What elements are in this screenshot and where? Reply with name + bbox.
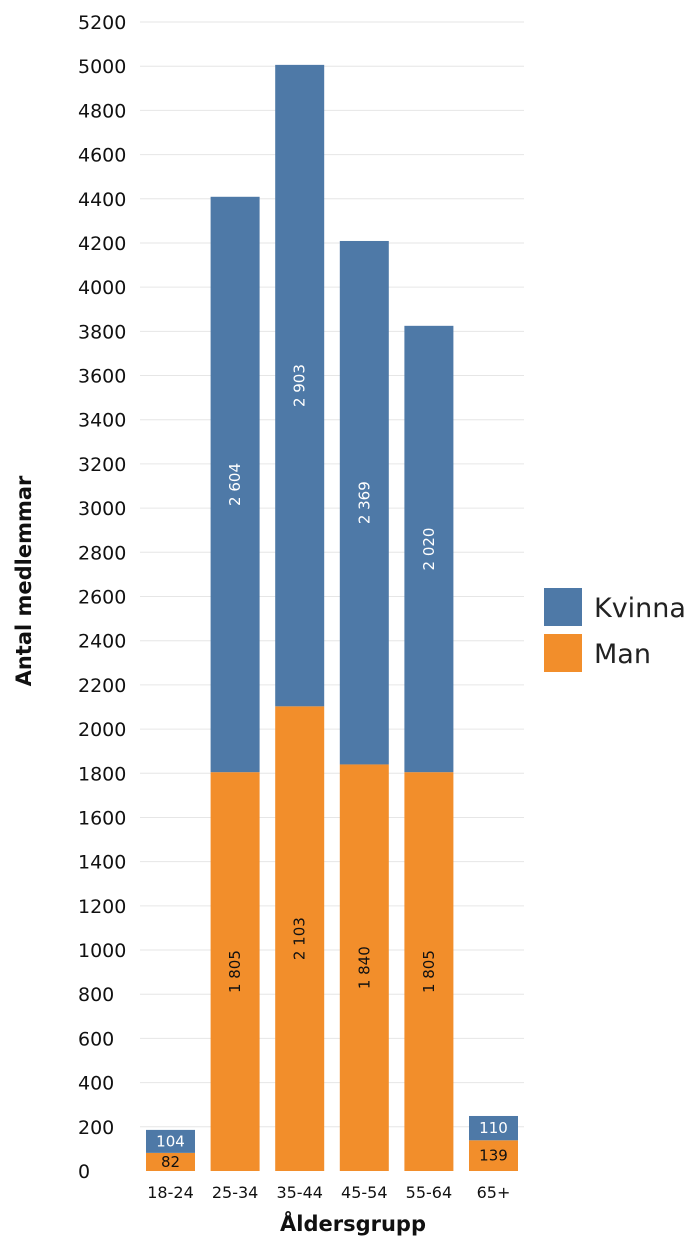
bar-segment	[210, 196, 260, 773]
y-axis-title: Antal medlemmar	[12, 475, 36, 686]
bar-value-label: 2 369	[355, 481, 373, 524]
bar-segment	[339, 764, 389, 1171]
y-tick-label: 2000	[78, 719, 126, 741]
bar-segment	[404, 325, 454, 773]
bar-segment	[146, 1129, 195, 1153]
y-tick-label: 2600	[78, 587, 126, 609]
bar-segment	[469, 1115, 518, 1141]
bar-segment	[146, 1152, 195, 1171]
y-tick-label: 4400	[78, 189, 126, 211]
y-axis-ticks: 0 200 400 600 800 1000 1200 1400 1600 1800 2000 220…	[78, 12, 126, 1183]
bar-segment	[275, 706, 325, 1171]
y-tick-label: 2800	[78, 542, 126, 564]
y-tick-label: 4800	[78, 100, 126, 122]
y-tick-label: 1200	[78, 896, 126, 918]
x-tick-label: 25-34	[212, 1183, 259, 1202]
y-tick-label: 2200	[78, 675, 126, 697]
bars: 82 104 1 805 2 604 2 103 2 903 1 840 2 369 1 805…	[146, 64, 518, 1171]
bar-value-label: 1 805	[226, 950, 244, 993]
y-tick-label: 1600	[78, 807, 126, 829]
y-tick-label: 600	[78, 1028, 114, 1050]
bar-segment	[339, 240, 389, 765]
y-tick-label: 4600	[78, 145, 126, 167]
bar-value-label: 82	[161, 1153, 180, 1171]
x-tick-label: 45-54	[341, 1183, 388, 1202]
x-tick-label: 55-64	[406, 1183, 453, 1202]
x-tick-label: 35-44	[276, 1183, 323, 1202]
bar-value-label: 104	[156, 1132, 185, 1150]
y-tick-label: 3800	[78, 321, 126, 343]
y-tick-label: 0	[78, 1161, 90, 1183]
y-tick-label: 400	[78, 1073, 114, 1095]
y-tick-label: 200	[78, 1117, 114, 1139]
bar-value-label: 139	[479, 1147, 508, 1165]
y-tick-label: 3200	[78, 454, 126, 476]
y-tick-label: 4000	[78, 277, 126, 299]
x-tick-label: 18-24	[147, 1183, 194, 1202]
bar-value-label: 1 805	[420, 950, 438, 993]
bar-value-label: 2 020	[420, 528, 438, 571]
y-tick-label: 4200	[78, 233, 126, 255]
legend-label: Man	[594, 639, 651, 670]
x-axis-ticks: 18-24 25-34 35-44 45-54 55-64 65+	[147, 1183, 510, 1202]
legend: Kvinna Man	[544, 588, 686, 672]
y-tick-label: 800	[78, 984, 114, 1006]
bar-value-label: 2 604	[226, 463, 244, 506]
y-tick-label: 3400	[78, 410, 126, 432]
y-tick-label: 1800	[78, 763, 126, 785]
y-tick-label: 5000	[78, 56, 126, 78]
y-tick-label: 3600	[78, 366, 126, 388]
bar-segment	[469, 1140, 518, 1171]
legend-label: Kvinna	[594, 593, 686, 624]
bar-value-label: 2 903	[291, 364, 309, 407]
x-tick-label: 65+	[477, 1183, 511, 1202]
bar-value-label: 1 840	[355, 946, 373, 989]
legend-swatch	[544, 588, 582, 626]
bar-segment	[210, 772, 260, 1171]
y-tick-label: 5200	[78, 12, 126, 34]
y-tick-label: 3000	[78, 498, 126, 520]
legend-swatch	[544, 634, 582, 672]
y-tick-label: 1000	[78, 940, 126, 962]
y-tick-label: 2400	[78, 631, 126, 653]
gridlines	[140, 21, 524, 1128]
bar-value-label: 110	[479, 1119, 508, 1137]
bar-value-label: 2 103	[291, 917, 309, 960]
y-tick-label: 1400	[78, 852, 126, 874]
x-axis-title: Åldersgrupp	[280, 1211, 426, 1236]
bar-segment	[404, 772, 454, 1171]
bar-segment	[275, 64, 325, 707]
